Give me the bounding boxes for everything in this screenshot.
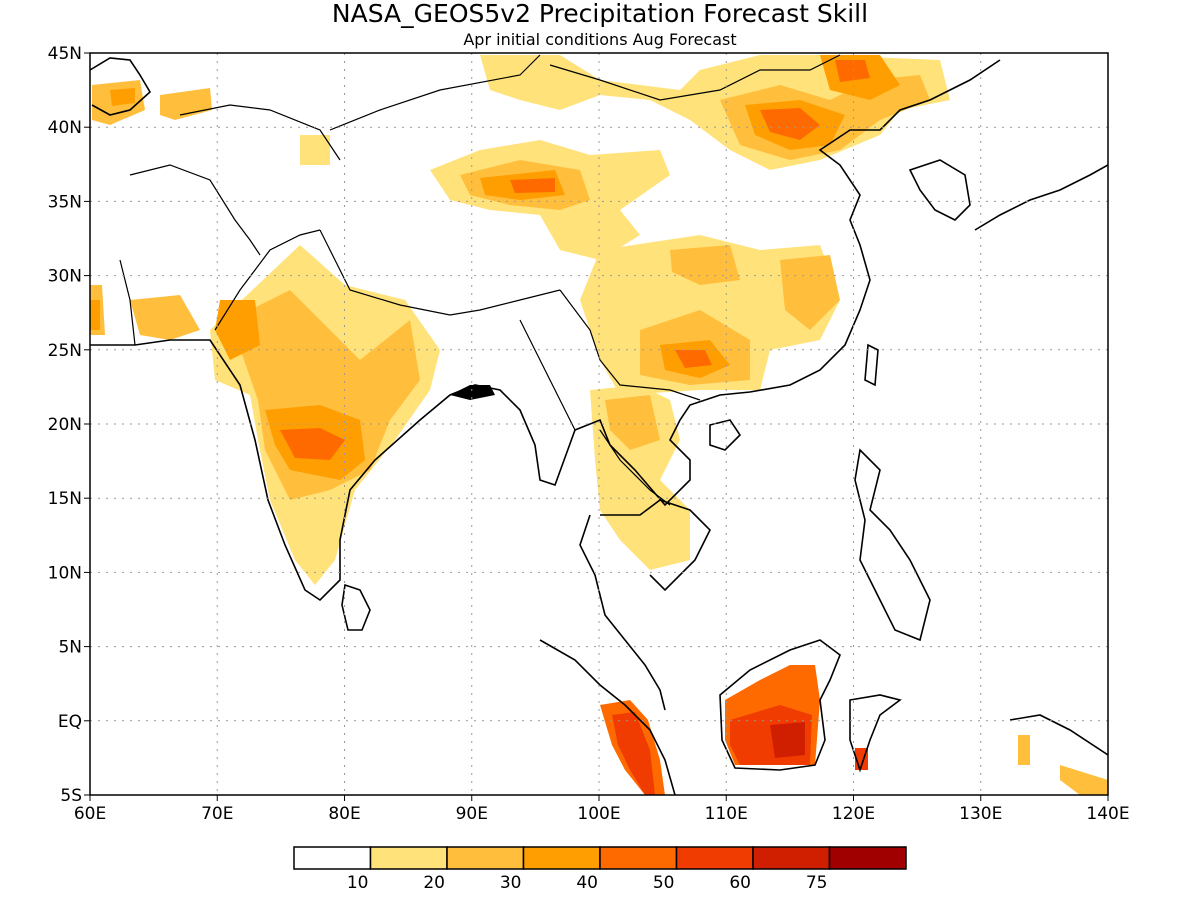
border-himalaya [319, 229, 561, 316]
x-tick-label: 100E [577, 804, 620, 824]
colorbar-swatch [752, 846, 831, 870]
skill-region-east-china [780, 255, 840, 330]
coastline-philippines [854, 448, 931, 642]
x-tick-label: 130E [959, 804, 1002, 824]
coastline-taiwan [864, 343, 879, 387]
y-tick-label: 40N [48, 118, 82, 138]
border-myanmar [519, 319, 576, 431]
coastline-new-guinea [1009, 714, 1108, 756]
x-tick-label: 60E [74, 804, 106, 824]
coastline-gulf [600, 499, 711, 592]
coastline-sulawesi [849, 694, 902, 773]
skill-region-central-asia-core [110, 88, 135, 106]
colorbar-label: 30 [500, 873, 522, 893]
skill-region-nw [130, 295, 200, 340]
coastline-borneo [719, 639, 841, 771]
colorbar-swatch [369, 846, 448, 870]
y-tick-label: 30N [48, 267, 82, 287]
skill-region-west-india [215, 300, 260, 360]
coastline-sumatra [539, 639, 676, 795]
y-tick-label: EQ [58, 712, 82, 732]
skill-region-south-china-max [675, 350, 712, 368]
y-tick-label: 25N [48, 341, 82, 361]
x-tick-label: 120E [832, 804, 875, 824]
y-tick-label: 15N [48, 489, 82, 509]
colorbar-swatch [293, 846, 372, 870]
skill-region-mongolia-max [760, 108, 820, 140]
map-plot-area [90, 53, 1108, 795]
coastline-hainan [709, 419, 742, 451]
border-iran-pak [119, 259, 136, 346]
skill-region-ne-max [835, 60, 870, 82]
coastline-sri-lanka [341, 583, 371, 631]
colorbar-label: 20 [423, 873, 445, 893]
gridlines [90, 53, 1108, 795]
coastline-mainland [90, 59, 1001, 602]
skill-region-central-asia-2 [160, 88, 212, 120]
y-tick-label: 35N [48, 192, 82, 212]
x-tick-label: 90E [456, 804, 488, 824]
colorbar-swatch [599, 846, 678, 870]
y-tick-label: 45N [48, 44, 82, 64]
border-china-north [329, 54, 541, 131]
border-china-indochina [559, 289, 701, 401]
country-borders [119, 54, 841, 506]
chart-title: NASA_GEOS5v2 Precipitation Forecast Skil… [332, 0, 868, 28]
coastline-peninsula [579, 514, 666, 711]
skill-region-tibet-max [510, 178, 555, 193]
colorbar-swatch [446, 846, 525, 870]
border-central-asia [179, 104, 341, 161]
colorbar-label: 40 [576, 873, 598, 893]
axes: 60E 70E 80E 90E 100E 110E 120E 130E 140E 5S EQ 5N 10… [48, 44, 1130, 824]
y-tick-label: 5S [60, 786, 82, 806]
skill-region-new-guinea [1060, 765, 1108, 795]
colorbar: 10 20 30 40 50 60 75 [293, 846, 907, 893]
coastline-korea [908, 159, 971, 221]
colorbar-label: 75 [806, 873, 828, 893]
skill-region-indochina-core [605, 395, 660, 450]
x-tick-label: 140E [1086, 804, 1129, 824]
skill-region-arabian-coast-core [90, 300, 100, 330]
skill-region-moluccas [1018, 735, 1030, 765]
x-tick-label: 80E [328, 804, 360, 824]
coastline-caspian [90, 57, 152, 116]
colorbar-label: 60 [729, 873, 751, 893]
skill-region-central-china-core [670, 245, 740, 285]
border-pakistan-india [214, 229, 321, 331]
coastline-japan [974, 164, 1108, 231]
chart-subtitle: Apr initial conditions Aug Forecast [463, 30, 736, 49]
x-tick-label: 70E [201, 804, 233, 824]
colorbar-swatch [522, 846, 601, 870]
y-tick-label: 20N [48, 415, 82, 435]
x-tick-label: 110E [705, 804, 748, 824]
colorbar-label: 50 [653, 873, 675, 893]
y-tick-label: 5N [58, 638, 82, 658]
colorbar-label: 10 [347, 873, 369, 893]
y-tick-label: 10N [48, 563, 82, 583]
skill-region-gansu [300, 135, 330, 165]
coastlines [90, 57, 1108, 795]
skill-region-india-max [280, 428, 345, 460]
border-thai-laos [599, 429, 671, 506]
skill-region-borneo-max [770, 722, 805, 758]
colorbar-swatch [675, 846, 754, 870]
skill-region-sumatra-core [612, 712, 655, 795]
border-mongolia [549, 54, 841, 101]
border-iran-afghan [129, 164, 261, 256]
delta-patch [450, 385, 495, 400]
colorbar-swatch [828, 846, 907, 870]
